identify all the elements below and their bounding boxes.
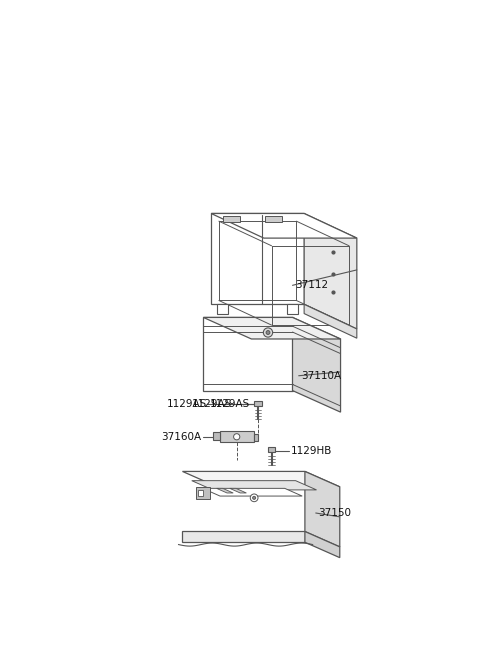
Polygon shape: [204, 318, 292, 390]
Polygon shape: [192, 481, 316, 490]
Polygon shape: [196, 487, 210, 499]
Polygon shape: [304, 304, 357, 338]
Polygon shape: [217, 304, 228, 314]
Polygon shape: [216, 488, 233, 493]
Text: 1129AS: 1129AS: [192, 399, 232, 409]
Polygon shape: [287, 304, 298, 314]
FancyBboxPatch shape: [268, 447, 276, 452]
Polygon shape: [203, 488, 302, 496]
Circle shape: [264, 328, 273, 337]
Polygon shape: [182, 531, 305, 543]
Polygon shape: [292, 318, 340, 412]
Circle shape: [266, 331, 270, 335]
Polygon shape: [304, 213, 357, 329]
Polygon shape: [220, 432, 254, 442]
Text: 37150: 37150: [318, 508, 351, 518]
FancyBboxPatch shape: [198, 490, 203, 496]
FancyBboxPatch shape: [265, 216, 282, 222]
Polygon shape: [204, 318, 340, 339]
Polygon shape: [182, 472, 340, 487]
Text: 1129HB: 1129HB: [291, 446, 332, 457]
Text: 37160A: 37160A: [161, 432, 201, 441]
Polygon shape: [305, 472, 340, 547]
Polygon shape: [305, 531, 340, 558]
FancyBboxPatch shape: [254, 401, 262, 406]
Text: 37112: 37112: [295, 280, 328, 291]
Polygon shape: [214, 432, 220, 440]
Text: 37110A: 37110A: [301, 371, 341, 380]
Circle shape: [234, 434, 240, 440]
Polygon shape: [211, 213, 357, 238]
FancyBboxPatch shape: [223, 216, 240, 222]
Circle shape: [250, 494, 258, 502]
Polygon shape: [211, 213, 304, 304]
Text: 1129AS: 1129AS: [210, 399, 250, 409]
Polygon shape: [230, 488, 246, 493]
Circle shape: [252, 497, 256, 499]
Text: 1129AS: 1129AS: [167, 399, 207, 409]
Polygon shape: [254, 434, 258, 441]
